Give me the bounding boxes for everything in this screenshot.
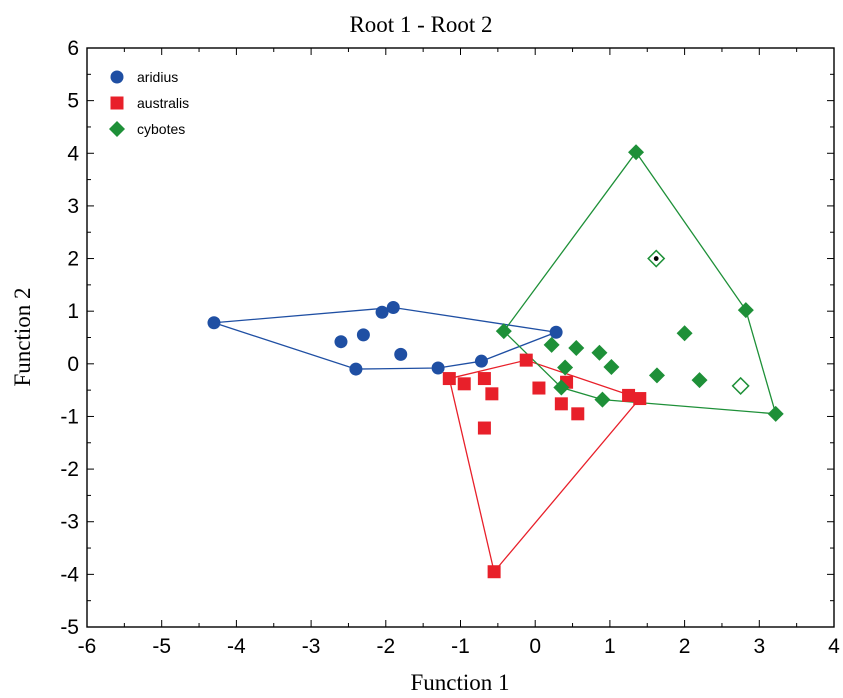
x-tick-label: -2 <box>376 635 395 658</box>
data-points <box>207 144 784 579</box>
cybotes-point <box>495 323 512 340</box>
aridius-point <box>549 325 563 339</box>
australis-point <box>442 372 456 386</box>
cybotes-point <box>603 358 620 375</box>
aridius-point <box>474 354 488 368</box>
cybotes-point <box>648 367 665 384</box>
legend-marker-aridius <box>110 70 124 84</box>
y-tick-label: 2 <box>67 248 79 271</box>
cybotes-hull <box>502 151 777 415</box>
legend-label: australis <box>137 95 189 111</box>
cybotes-point <box>568 340 585 357</box>
y-tick-label: 0 <box>67 353 79 376</box>
aridius-point <box>349 362 363 376</box>
aridius-point <box>431 361 445 375</box>
y-tick-label: 3 <box>67 195 79 218</box>
cybotes-point <box>557 359 574 376</box>
y-tick-label: 6 <box>67 37 79 60</box>
cybotes-point <box>737 302 754 319</box>
y-tick-label: -1 <box>60 405 79 428</box>
x-axis-label: Function 1 <box>410 670 509 695</box>
aridius-point <box>356 328 370 342</box>
chart-title: Root 1 - Root 2 <box>349 12 492 37</box>
legend-marker-australis <box>110 96 124 110</box>
australis-point <box>487 565 501 579</box>
y-tick-label: 1 <box>67 300 79 323</box>
cybotes-point <box>628 144 645 161</box>
cybotes-point <box>676 325 693 342</box>
aridius-point <box>334 335 348 349</box>
aridius-point <box>394 347 408 361</box>
x-tick-label: -6 <box>78 635 97 658</box>
legend-marker-cybotes <box>109 121 125 137</box>
plot-frame <box>86 47 835 628</box>
tick-marks <box>86 47 835 628</box>
cybotes-point <box>767 405 784 422</box>
cybotes-point <box>691 372 708 389</box>
x-tick-label: 2 <box>679 635 691 658</box>
aridius-point <box>375 305 389 319</box>
x-tick-label: 0 <box>529 635 541 658</box>
aridius-point <box>207 316 221 330</box>
x-tick-label: 1 <box>604 635 616 658</box>
australis-point <box>519 353 533 367</box>
x-tick-label: 3 <box>753 635 765 658</box>
australis-point <box>554 397 568 411</box>
x-tick-label: -5 <box>152 635 171 658</box>
cybotes-open-point-dot <box>653 256 659 261</box>
convex-hulls <box>213 151 777 574</box>
australis-point <box>633 392 647 406</box>
x-tick-label: 4 <box>828 635 840 658</box>
australis-point <box>571 407 585 421</box>
y-axis-label: Function 2 <box>10 287 35 386</box>
cybotes-point <box>591 344 608 361</box>
australis-point <box>622 388 636 402</box>
y-tick-label: 4 <box>67 142 79 165</box>
legend-label: cybotes <box>137 121 185 137</box>
cybotes-point <box>594 391 611 408</box>
y-tick-label: -5 <box>60 616 79 639</box>
legend-label: aridius <box>137 69 178 85</box>
australis-point <box>532 381 546 395</box>
cybotes-open-point <box>731 376 750 395</box>
australis-point <box>485 387 499 401</box>
australis-point <box>457 377 471 391</box>
y-tick-label: -3 <box>60 511 79 534</box>
y-tick-label: -4 <box>60 563 79 586</box>
australis-point <box>477 372 491 386</box>
x-tick-label: -1 <box>451 635 470 658</box>
aridius-point <box>386 300 400 314</box>
y-tick-label: -2 <box>60 458 79 481</box>
x-tick-label: -3 <box>302 635 321 658</box>
cybotes-point <box>553 379 570 396</box>
x-tick-label: -4 <box>227 635 246 658</box>
cybotes-point <box>543 336 560 353</box>
legend: aridius australis cybotes <box>109 69 189 137</box>
australis-point <box>477 421 491 435</box>
y-tick-label: 5 <box>67 90 79 113</box>
